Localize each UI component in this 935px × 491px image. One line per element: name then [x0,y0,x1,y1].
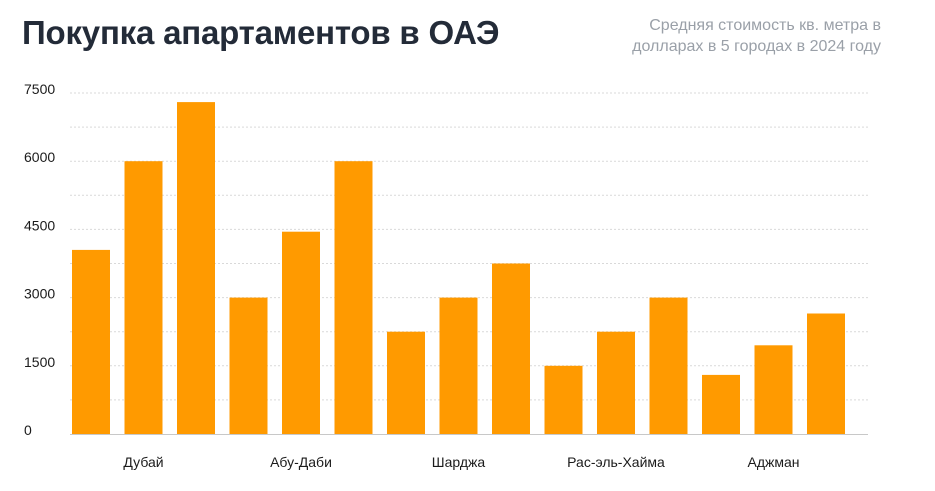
y-tick-label: 4500 [24,217,55,233]
subtitle-line-1: Средняя стоимость кв. метра в [649,17,881,34]
x-tick-label: Шарджа [432,454,486,470]
y-tick-label: 3000 [24,286,55,302]
y-tick-label: 1500 [24,354,55,370]
y-tick-label: 0 [24,422,32,438]
bar [282,231,320,434]
bar [754,345,793,434]
x-tick-label: Аджман [747,454,799,470]
bar [334,161,373,434]
chart-title: Покупка апартаментов в ОАЭ [22,14,500,51]
bar [702,374,740,434]
bar [177,102,215,434]
x-tick-label: Абу-Даби [270,454,332,470]
y-tick-label: 6000 [24,149,55,165]
bar [492,263,530,434]
bar [649,297,688,434]
bar [72,249,110,434]
bar [807,313,845,434]
bar [597,331,635,434]
bar [544,365,583,434]
x-tick-label: Дубай [123,454,163,470]
x-tick-labels: Дубай Абу-Даби Шарджа Рас-эль-Хайма Аджман [123,454,799,470]
chart-subtitle: Средняя стоимость кв. метра в долларах в… [581,15,881,57]
bar [387,331,425,434]
x-tick-label: Рас-эль-Хайма [567,454,665,470]
y-tick-label: 7500 [24,81,55,97]
bars [72,102,845,434]
bar [124,161,163,434]
bar [439,297,478,434]
y-tick-labels: 0 1500 3000 4500 6000 7500 [24,81,55,438]
bar [229,297,268,434]
subtitle-line-2: долларах в 5 городах в 2024 году [632,38,881,55]
